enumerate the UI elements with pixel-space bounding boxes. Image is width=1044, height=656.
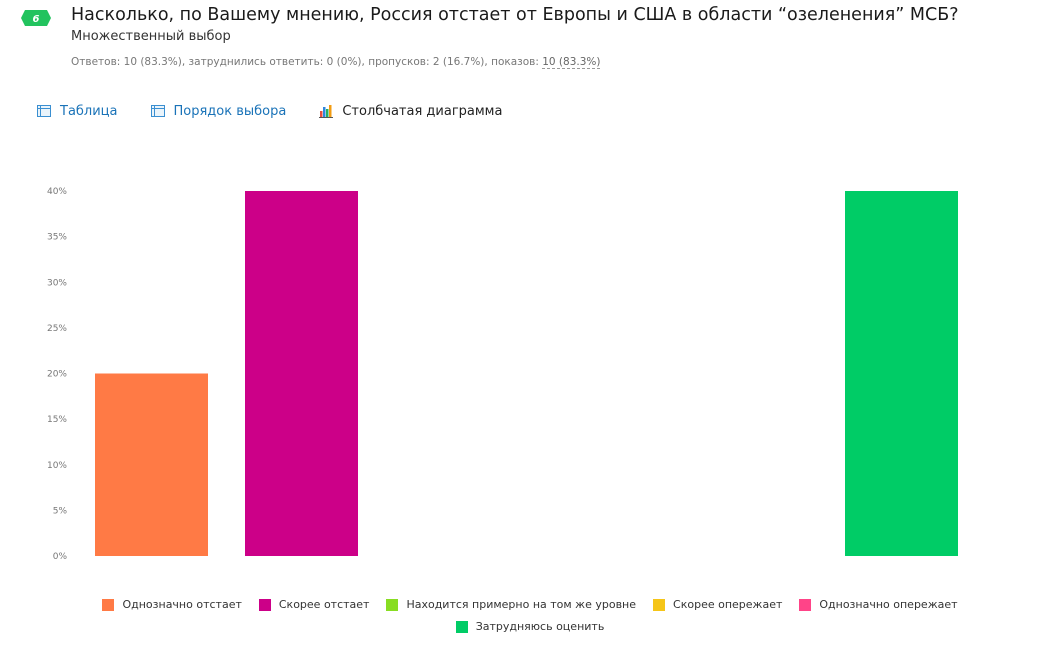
- question-number-badge: 6: [21, 10, 51, 26]
- legend-item[interactable]: Находится примерно на том же уровне: [386, 598, 636, 611]
- y-tick-label: 30%: [47, 278, 67, 288]
- tab-choice-order-label: Порядок выбора: [173, 103, 287, 119]
- view-tabs: Таблица Порядок выбора Столбчатая диагра…: [36, 103, 534, 119]
- legend-swatch: [102, 598, 115, 611]
- legend-swatch: [386, 598, 399, 611]
- legend-swatch: [258, 598, 271, 611]
- legend-label: Однозначно отстает: [122, 598, 242, 611]
- legend-label: Скорее отстает: [278, 598, 370, 611]
- legend-item[interactable]: Скорее отстает: [258, 598, 370, 611]
- y-tick-label: 10%: [47, 461, 67, 471]
- legend-label: Однозначно опережает: [819, 598, 958, 611]
- response-stats-text: Ответов: 10 (83.3%), затруднились ответи…: [71, 56, 543, 68]
- y-tick-label: 35%: [47, 233, 67, 243]
- legend-item[interactable]: Однозначно опережает: [799, 598, 958, 611]
- bar[interactable]: [845, 191, 958, 556]
- y-tick-label: 40%: [47, 187, 67, 197]
- legend-label: Затрудняюсь оценить: [475, 620, 605, 633]
- y-tick-label: 20%: [47, 370, 67, 380]
- question-type: Множественный выбор: [71, 29, 231, 44]
- legend-label: Находится примерно на том же уровне: [406, 598, 637, 611]
- y-tick-label: 5%: [53, 506, 68, 516]
- tab-bar-chart-label: Столбчатая диаграмма: [342, 103, 503, 119]
- chart-legend: Однозначно отстает Скорее отстает Находи…: [0, 598, 1044, 642]
- legend-row: Однозначно отстает Скорее отстает Находи…: [0, 598, 1044, 611]
- legend-item[interactable]: Скорее опережает: [653, 598, 782, 611]
- bar-chart: 0% 5% 10% 15% 20% 25% 30% 35% 40%: [47, 187, 958, 562]
- question-title: Насколько, по Вашему мнению, Россия отст…: [71, 5, 959, 25]
- legend-item[interactable]: Однозначно отстает: [102, 598, 242, 611]
- legend-label: Скорее опережает: [673, 598, 783, 611]
- legend-item[interactable]: Затрудняюсь оценить: [455, 620, 605, 633]
- response-stats: Ответов: 10 (83.3%), затруднились ответи…: [71, 56, 601, 69]
- y-tick-label: 25%: [47, 324, 67, 334]
- tab-choice-order[interactable]: Порядок выбора: [150, 103, 287, 119]
- legend-swatch: [799, 598, 812, 611]
- bar[interactable]: [245, 191, 358, 556]
- tab-bar-chart[interactable]: Столбчатая диаграмма: [318, 103, 502, 119]
- table-icon: [150, 103, 166, 119]
- tab-table[interactable]: Таблица: [36, 103, 118, 119]
- bar[interactable]: [95, 373, 208, 557]
- legend-swatch: [653, 598, 666, 611]
- y-tick-label: 15%: [47, 415, 67, 425]
- question-number: 6: [33, 14, 40, 25]
- views-link[interactable]: 10 (83.3%): [542, 56, 601, 69]
- table-icon: [36, 103, 52, 119]
- legend-swatch: [455, 620, 468, 633]
- legend-row: Затрудняюсь оценить: [0, 620, 1044, 633]
- y-tick-label: 0%: [53, 552, 68, 562]
- tab-table-label: Таблица: [60, 103, 118, 119]
- bar-chart-icon: [318, 103, 334, 119]
